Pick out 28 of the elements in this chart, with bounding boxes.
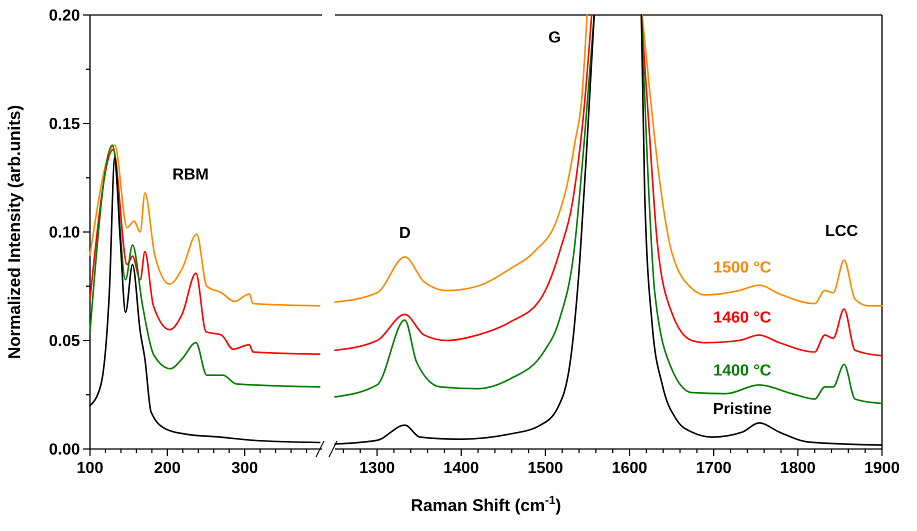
- series-label: 1500 °C: [713, 260, 772, 277]
- series-label: Pristine: [712, 401, 772, 418]
- x-tick-label: 1600: [612, 460, 648, 477]
- x-axis-title: Raman Shift (cm$^{-1}$): [410, 493, 562, 515]
- y-tick-label: 0.05: [48, 333, 80, 350]
- y-axis-title: Normalized Intensity (arb.units): [5, 104, 24, 360]
- annotation: D: [399, 225, 411, 242]
- series-label: 1460 °C: [713, 310, 772, 326]
- x-tick-label: 1700: [696, 460, 732, 477]
- x-tick-label: 1500: [528, 460, 564, 477]
- annotation: G: [548, 30, 561, 47]
- line-series: [89, 148, 320, 355]
- y-tick-label: 0.20: [48, 8, 80, 24]
- x-tick-label: 1900: [864, 460, 900, 477]
- y-tick-label: 0.10: [48, 224, 80, 242]
- x-tick-label: 200: [154, 460, 181, 477]
- annotation: RBM: [172, 166, 209, 184]
- x-tick-label: 1800: [780, 460, 816, 477]
- y-tick-label: 0.15: [48, 116, 80, 133]
- x-tick-label: 1400: [443, 460, 480, 477]
- annotation: LCC: [825, 222, 858, 240]
- line-series: [89, 144, 320, 388]
- x-tick-label: 100: [76, 460, 104, 477]
- x-tick-label: 300: [231, 460, 258, 477]
- series-label: 1400 °C: [713, 362, 772, 380]
- y-tick-label: 0.00: [48, 442, 80, 458]
- line-series: [89, 144, 320, 307]
- x-tick-label: 1300: [359, 460, 395, 477]
